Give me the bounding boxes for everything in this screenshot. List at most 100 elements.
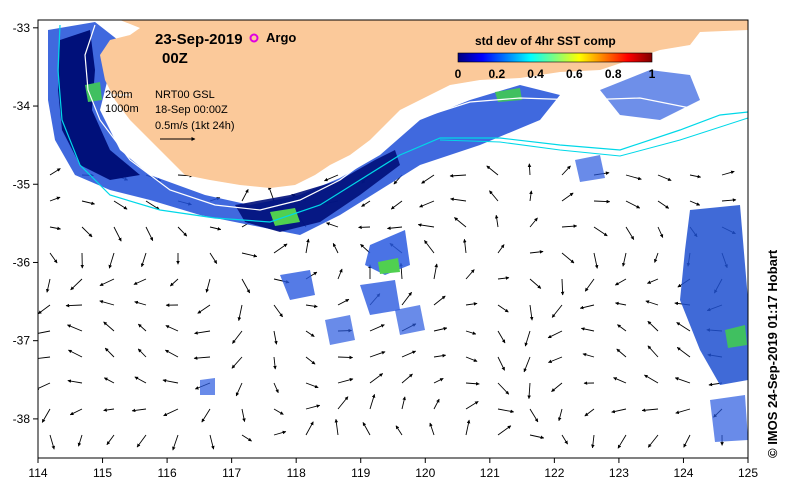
current-arrow — [454, 217, 467, 228]
current-arrow — [104, 347, 115, 358]
current-arrow — [462, 238, 467, 254]
colorbar — [457, 52, 653, 63]
current-arrow — [641, 408, 659, 412]
current-arrow — [241, 408, 246, 422]
current-arrow — [68, 349, 83, 358]
x-tick-label: 121 — [480, 466, 500, 480]
current-arrow — [433, 377, 444, 384]
sst-patch-green-2 — [378, 258, 400, 274]
colorbar-ticks: 0 0.2 0.4 0.6 0.8 1 — [455, 67, 656, 81]
current-arrow — [617, 324, 627, 332]
current-arrow — [497, 330, 506, 344]
current-arrow — [674, 377, 691, 384]
current-arrow — [497, 276, 510, 280]
current-arrow — [241, 188, 249, 202]
current-arrow — [369, 373, 383, 384]
current-arrow — [621, 252, 627, 267]
current-arrow — [419, 200, 435, 208]
sst-patch-mid-6 — [200, 378, 215, 395]
current-arrow — [429, 422, 435, 436]
current-arrow — [584, 408, 595, 417]
y-tick-label: -34 — [13, 99, 31, 113]
current-arrow — [177, 226, 188, 237]
current-arrow — [273, 304, 283, 318]
colorbar-tick-label: 0 — [455, 67, 462, 81]
current-arrow — [683, 434, 691, 448]
current-arrow — [201, 408, 211, 423]
current-source-label: NRT00 GSL — [155, 89, 215, 101]
current-arrow — [113, 226, 122, 242]
current-arrow — [99, 300, 115, 306]
current-arrow — [625, 200, 641, 209]
current-arrow — [657, 174, 672, 181]
current-arrow — [133, 278, 147, 285]
current-arrow — [99, 278, 115, 287]
x-tick-label: 116 — [158, 466, 177, 480]
current-arrow — [433, 326, 448, 332]
current-arrow — [38, 330, 51, 336]
current-arrow — [145, 226, 154, 242]
current-arrow — [205, 278, 211, 293]
current-arrow — [616, 348, 627, 358]
current-arrow — [77, 434, 83, 447]
y-tick-label: -36 — [13, 255, 31, 269]
x-tick-label: 119 — [351, 466, 370, 480]
colorbar-tick-label: 0.8 — [605, 67, 622, 81]
current-arrow — [433, 353, 447, 358]
contour-1000m — [57, 24, 748, 223]
x-axis: 114 115 116 117 118 119 120 121 122 123 124 125 — [28, 458, 758, 480]
credit-panel: © IMOS 24-Sep-2019 01:17 Hobart — [765, 249, 780, 458]
sst-patch-mid-3 — [360, 280, 400, 315]
current-arrow — [676, 322, 691, 332]
current-arrow — [449, 174, 467, 178]
current-arrow — [647, 345, 659, 358]
argo-marker-icon — [249, 33, 259, 43]
current-arrow — [193, 356, 211, 360]
current-arrow — [209, 252, 218, 264]
current-arrow — [582, 352, 595, 358]
current-arrow — [657, 226, 664, 238]
current-arrow — [417, 223, 435, 228]
current-arrow — [547, 330, 563, 339]
current-arrow — [561, 252, 575, 264]
current-arrow — [551, 382, 563, 392]
current-arrow — [529, 217, 538, 228]
current-arrow — [136, 434, 147, 448]
current-arrow — [593, 199, 611, 204]
current-arrow — [137, 323, 147, 332]
current-arrow — [421, 174, 435, 184]
current-arrow — [305, 382, 319, 389]
current-arrow — [433, 398, 440, 410]
current-arrow — [69, 408, 83, 416]
current-arrow — [140, 252, 147, 268]
current-arrow — [647, 434, 659, 448]
current-arrow — [237, 304, 243, 321]
x-tick-label: 120 — [415, 466, 435, 480]
current-arrow — [145, 200, 160, 210]
current-arrow — [194, 330, 211, 335]
current-arrow — [241, 278, 251, 294]
current-arrow — [337, 355, 354, 360]
colorbar-tick-label: 0.2 — [488, 67, 505, 81]
y-tick-label: -35 — [13, 177, 31, 191]
y-axis: -33 -34 -35 -36 -37 -38 — [13, 21, 38, 426]
current-arrow — [676, 347, 691, 358]
current-arrow — [561, 434, 568, 445]
current-arrow — [337, 268, 343, 280]
current-arrow — [645, 300, 659, 306]
current-arrow — [401, 292, 412, 306]
current-arrow — [162, 378, 179, 384]
current-arrow — [614, 278, 627, 286]
current-arrow — [387, 226, 403, 230]
current-arrow — [433, 263, 438, 280]
current-arrow — [113, 200, 128, 210]
current-arrow — [67, 324, 83, 332]
current-arrow — [65, 303, 83, 308]
current-arrow — [273, 382, 279, 394]
y-tick-label: -37 — [13, 334, 31, 348]
map-time: 00Z — [162, 50, 188, 67]
current-arrow — [38, 304, 51, 315]
x-tick-label: 115 — [93, 466, 112, 480]
current-arrow — [497, 408, 515, 414]
current-arrow — [529, 190, 533, 202]
